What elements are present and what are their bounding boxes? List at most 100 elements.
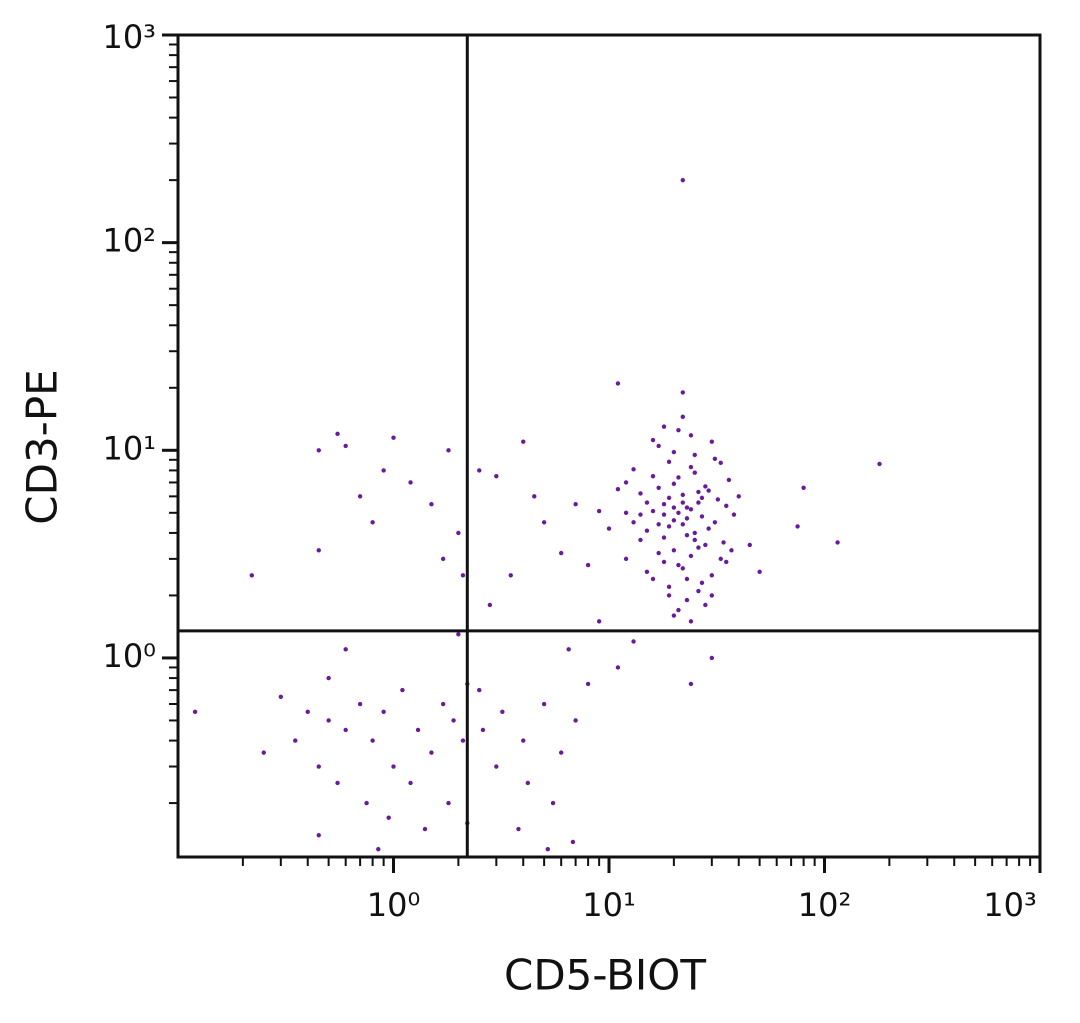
- point: [400, 687, 405, 693]
- point: [684, 533, 690, 538]
- point: [631, 467, 636, 472]
- point: [440, 556, 446, 562]
- point: [699, 580, 705, 586]
- point: [680, 566, 685, 571]
- point: [692, 530, 697, 536]
- x-tick-label: 10³: [983, 886, 1037, 924]
- point: [343, 647, 348, 652]
- point: [680, 492, 685, 498]
- point: [261, 750, 266, 755]
- point: [656, 443, 661, 449]
- point: [835, 540, 840, 545]
- point: [680, 177, 685, 183]
- point: [381, 468, 386, 473]
- point: [623, 480, 629, 485]
- point: [684, 516, 690, 521]
- point: [671, 613, 677, 618]
- y-tick-label: 10¹: [102, 429, 156, 467]
- point: [644, 500, 650, 505]
- point: [666, 495, 672, 501]
- point: [446, 448, 451, 453]
- point: [688, 681, 694, 687]
- point: [718, 556, 723, 562]
- point: [558, 750, 564, 755]
- point: [615, 381, 621, 386]
- point: [278, 694, 284, 699]
- point: [688, 507, 694, 512]
- point: [684, 597, 690, 603]
- point: [671, 505, 677, 510]
- point: [566, 647, 571, 652]
- point: [650, 437, 656, 443]
- point: [391, 435, 396, 440]
- point: [541, 701, 547, 707]
- point: [192, 709, 198, 715]
- point: [335, 780, 340, 786]
- point: [684, 576, 690, 582]
- point: [671, 518, 677, 523]
- point: [680, 390, 685, 395]
- point: [545, 846, 550, 852]
- point: [688, 553, 694, 559]
- point: [666, 524, 672, 529]
- point: [623, 510, 629, 516]
- point: [712, 520, 718, 525]
- point: [706, 526, 711, 531]
- point: [558, 550, 564, 556]
- point: [666, 584, 672, 590]
- point: [521, 738, 526, 743]
- point: [696, 545, 701, 550]
- point: [550, 800, 556, 806]
- point: [721, 540, 726, 545]
- point: [585, 562, 591, 568]
- point: [736, 494, 741, 499]
- point: [666, 459, 672, 465]
- point: [532, 494, 537, 499]
- point: [661, 424, 667, 429]
- point: [508, 573, 513, 578]
- point: [326, 718, 331, 723]
- point: [680, 500, 685, 505]
- point: [596, 508, 602, 514]
- point: [585, 681, 591, 687]
- point: [391, 764, 396, 769]
- point: [408, 480, 413, 485]
- point: [709, 655, 715, 661]
- point: [661, 535, 667, 540]
- point: [357, 494, 363, 499]
- point: [650, 576, 656, 582]
- point: [316, 764, 321, 769]
- point: [500, 709, 505, 715]
- point: [525, 780, 531, 786]
- y-tick-label: 10³: [102, 18, 156, 56]
- point: [615, 486, 621, 492]
- point: [656, 522, 661, 527]
- point: [440, 701, 446, 707]
- point: [644, 569, 650, 574]
- x-tick-label: 10²: [798, 886, 852, 924]
- point: [703, 602, 708, 608]
- point: [316, 548, 321, 553]
- point: [596, 619, 602, 624]
- point: [631, 639, 636, 644]
- y-axis-label: CD3-PE: [18, 369, 67, 524]
- point: [343, 443, 348, 449]
- point: [656, 485, 661, 490]
- point: [709, 573, 715, 578]
- point: [370, 520, 375, 525]
- point: [316, 448, 321, 453]
- point: [692, 452, 697, 458]
- point: [676, 475, 681, 480]
- plot-frame: [176, 33, 1042, 859]
- point: [357, 701, 363, 707]
- point: [729, 548, 734, 553]
- point: [671, 449, 677, 455]
- point: [631, 520, 636, 525]
- point: [570, 839, 576, 845]
- point: [671, 548, 677, 553]
- point: [757, 569, 762, 574]
- point: [696, 500, 701, 505]
- point: [422, 826, 428, 832]
- point: [477, 687, 482, 693]
